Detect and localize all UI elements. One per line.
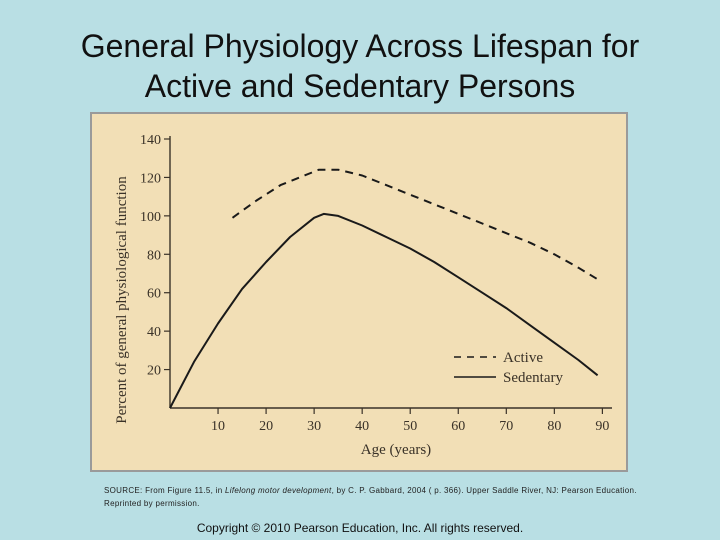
y-tick-label: 40 xyxy=(147,325,161,340)
chart-ticks: 20 40 60 80 100 120 140 10 20 30 40 50 60 70 80 90 xyxy=(140,133,609,434)
chart-legend: Active Sedentary xyxy=(454,350,563,386)
y-axis-label: Percent of general physiological functio… xyxy=(114,176,130,424)
y-tick-label: 100 xyxy=(140,210,161,225)
chart-figure: 20 40 60 80 100 120 140 10 20 30 40 50 60 70 80 90 Acti… xyxy=(90,112,628,472)
y-tick-label: 20 xyxy=(147,364,161,379)
series-line-sedentary xyxy=(169,212,599,409)
x-tick-label: 20 xyxy=(259,419,273,434)
x-tick-label: 70 xyxy=(499,419,513,434)
chart-series xyxy=(169,168,599,409)
x-tick-label: 60 xyxy=(451,419,465,434)
slide-title-line-2: Active and Sedentary Persons xyxy=(144,68,576,104)
legend-label-sedentary: Sedentary xyxy=(503,370,563,386)
y-tick-label: 80 xyxy=(147,248,161,263)
source-citation: SOURCE: From Figure 11.5, in Lifelong mo… xyxy=(104,484,684,510)
chart-axes xyxy=(169,136,612,409)
source-suffix: , by C. P. Gabbard, 2004 ( p. 366). Uppe… xyxy=(331,486,637,495)
x-tick-label: 40 xyxy=(355,419,369,434)
x-tick-label: 80 xyxy=(547,419,561,434)
x-tick-label: 50 xyxy=(403,419,417,434)
series-line-active xyxy=(231,168,599,281)
slide-title: General Physiology Across Lifespan for A… xyxy=(0,26,720,106)
source-book-title: Lifelong motor development xyxy=(225,486,332,495)
legend-label-active: Active xyxy=(503,350,543,366)
source-prefix: SOURCE: From Figure 11.5, in xyxy=(104,486,226,495)
source-line-2: Reprinted by permission. xyxy=(104,499,200,508)
y-tick-label: 140 xyxy=(140,133,161,148)
x-axis-label: Age (years) xyxy=(361,442,431,458)
y-tick-label: 60 xyxy=(147,287,161,302)
x-tick-label: 10 xyxy=(211,419,225,434)
copyright-footer: Copyright © 2010 Pearson Education, Inc.… xyxy=(196,521,524,535)
x-tick-label: 30 xyxy=(307,419,321,434)
y-tick-label: 120 xyxy=(140,171,161,186)
chart-svg: 20 40 60 80 100 120 140 10 20 30 40 50 60 70 80 90 Acti… xyxy=(114,133,612,458)
slide-title-line-1: General Physiology Across Lifespan for xyxy=(80,28,640,64)
x-tick-label: 90 xyxy=(595,419,609,434)
